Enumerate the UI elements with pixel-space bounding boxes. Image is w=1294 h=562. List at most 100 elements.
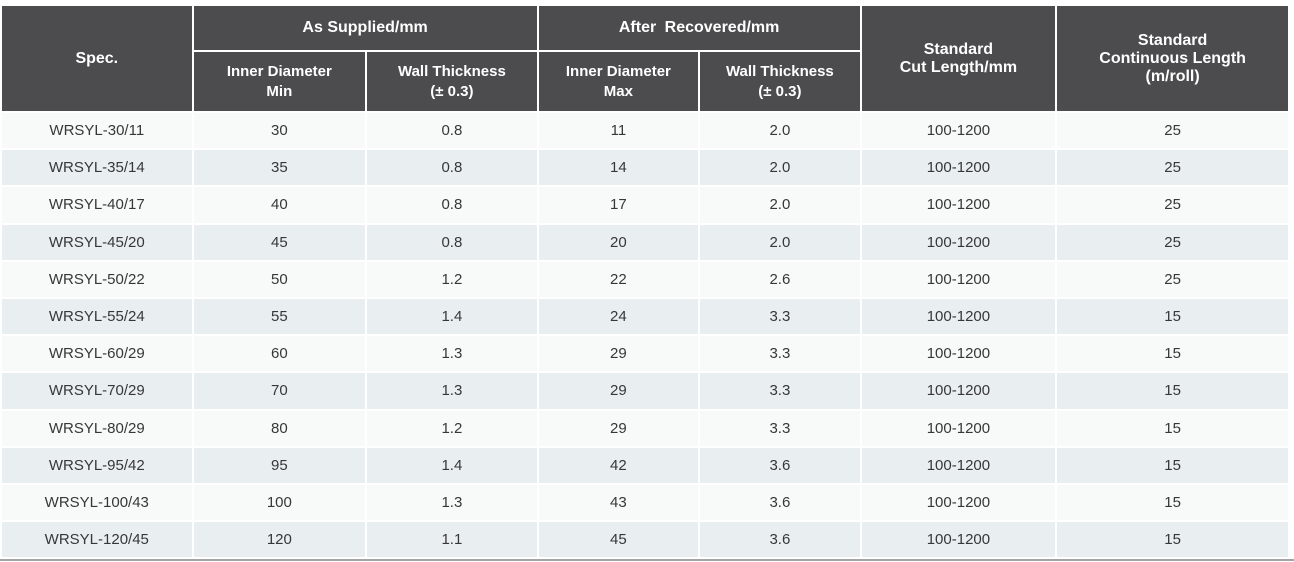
cell-wall-thickness-supplied: 1.4 [367, 298, 537, 335]
cell-inner-diameter-min: 100 [193, 484, 366, 521]
cell-wall-thickness-supplied: 1.4 [367, 447, 537, 483]
cell-wall-thickness-supplied: 1.3 [367, 484, 537, 521]
col-group-after-recovered: After Recovered/mm [538, 6, 860, 50]
cell-standard-cut-length: 100-1200 [861, 484, 1056, 521]
table-body: WRSYL-30/11 30 0.8 11 2.0 100-1200 25 WR… [2, 113, 1288, 558]
col-header-inner-diameter-min: Inner Diameter Min [193, 52, 366, 111]
cell-inner-diameter-max: 42 [538, 447, 699, 483]
cell-inner-diameter-max: 29 [538, 373, 699, 409]
cell-inner-diameter-max: 45 [538, 522, 699, 558]
cell-wall-thickness-supplied: 0.8 [367, 113, 537, 149]
cell-spec: WRSYL-120/45 [2, 522, 192, 558]
cell-standard-continuous-length: 15 [1057, 336, 1288, 372]
cell-inner-diameter-min: 45 [193, 224, 366, 260]
cell-spec: WRSYL-55/24 [2, 298, 192, 335]
cell-inner-diameter-min: 50 [193, 261, 366, 297]
header-line: Standard [923, 40, 994, 58]
cell-inner-diameter-min: 120 [193, 522, 366, 558]
cell-spec: WRSYL-45/20 [2, 224, 192, 260]
cell-wall-thickness-recovered: 3.3 [700, 410, 860, 446]
table-row: WRSYL-80/29 80 1.2 29 3.3 100-1200 15 [2, 410, 1288, 446]
cell-standard-continuous-length: 25 [1057, 224, 1288, 260]
cell-spec: WRSYL-70/29 [2, 373, 192, 409]
cell-inner-diameter-min: 40 [193, 187, 366, 223]
cell-wall-thickness-recovered: 3.6 [700, 484, 860, 521]
cell-wall-thickness-supplied: 0.8 [367, 224, 537, 260]
col-header-inner-diameter-max: Inner Diameter Max [538, 52, 699, 111]
col-header-spec: Spec. [2, 6, 192, 111]
header-line: Inner Diameter [226, 63, 332, 80]
table-row: WRSYL-120/45 120 1.1 45 3.6 100-1200 15 [2, 522, 1288, 558]
cell-standard-continuous-length: 15 [1057, 373, 1288, 409]
table-row: WRSYL-40/17 40 0.8 17 2.0 100-1200 25 [2, 187, 1288, 223]
cell-wall-thickness-supplied: 1.3 [367, 373, 537, 409]
cell-wall-thickness-recovered: 3.6 [700, 522, 860, 558]
cell-inner-diameter-max: 22 [538, 261, 699, 297]
cell-spec: WRSYL-60/29 [2, 336, 192, 372]
cell-standard-cut-length: 100-1200 [861, 150, 1056, 186]
table-row: WRSYL-100/43 100 1.3 43 3.6 100-1200 15 [2, 484, 1288, 521]
cell-inner-diameter-max: 24 [538, 298, 699, 335]
cell-wall-thickness-supplied: 0.8 [367, 150, 537, 186]
header-line: Wall Thickness [725, 63, 834, 80]
cell-standard-continuous-length: 15 [1057, 410, 1288, 446]
table-row: WRSYL-55/24 55 1.4 24 3.3 100-1200 15 [2, 298, 1288, 335]
cell-standard-cut-length: 100-1200 [861, 447, 1056, 483]
cell-standard-cut-length: 100-1200 [861, 336, 1056, 372]
cell-standard-cut-length: 100-1200 [861, 410, 1056, 446]
cell-standard-continuous-length: 15 [1057, 484, 1288, 521]
cell-inner-diameter-min: 35 [193, 150, 366, 186]
spec-table: Spec. As Supplied/mm After Recovered/mm … [0, 4, 1290, 559]
cell-wall-thickness-recovered: 3.3 [700, 336, 860, 372]
table-header: Spec. As Supplied/mm After Recovered/mm … [2, 6, 1288, 111]
cell-inner-diameter-min: 55 [193, 298, 366, 335]
cell-wall-thickness-recovered: 2.0 [700, 113, 860, 149]
cell-standard-continuous-length: 15 [1057, 522, 1288, 558]
header-line: Inner Diameter [565, 63, 671, 80]
cell-inner-diameter-max: 29 [538, 410, 699, 446]
table-row: WRSYL-35/14 35 0.8 14 2.0 100-1200 25 [2, 150, 1288, 186]
cell-standard-continuous-length: 25 [1057, 261, 1288, 297]
cell-standard-continuous-length: 25 [1057, 113, 1288, 149]
cell-wall-thickness-supplied: 1.2 [367, 261, 537, 297]
cell-standard-cut-length: 100-1200 [861, 373, 1056, 409]
cell-standard-cut-length: 100-1200 [861, 522, 1056, 558]
cell-spec: WRSYL-35/14 [2, 150, 192, 186]
table-row: WRSYL-30/11 30 0.8 11 2.0 100-1200 25 [2, 113, 1288, 149]
table-row: WRSYL-45/20 45 0.8 20 2.0 100-1200 25 [2, 224, 1288, 260]
header-line: Cut Length/mm [899, 58, 1018, 76]
cell-wall-thickness-supplied: 1.1 [367, 522, 537, 558]
spec-table-container: Spec. As Supplied/mm After Recovered/mm … [0, 4, 1294, 562]
cell-inner-diameter-min: 95 [193, 447, 366, 483]
cell-spec: WRSYL-95/42 [2, 447, 192, 483]
cell-standard-continuous-length: 25 [1057, 150, 1288, 186]
table-row: WRSYL-60/29 60 1.3 29 3.3 100-1200 15 [2, 336, 1288, 372]
cell-inner-diameter-max: 17 [538, 187, 699, 223]
table-row: WRSYL-95/42 95 1.4 42 3.6 100-1200 15 [2, 447, 1288, 483]
cell-standard-cut-length: 100-1200 [861, 298, 1056, 335]
cell-inner-diameter-max: 14 [538, 150, 699, 186]
cell-spec: WRSYL-30/11 [2, 113, 192, 149]
header-line: Continuous Length [1099, 49, 1246, 67]
cell-wall-thickness-supplied: 0.8 [367, 187, 537, 223]
cell-inner-diameter-max: 11 [538, 113, 699, 149]
cell-wall-thickness-recovered: 2.0 [700, 150, 860, 186]
cell-inner-diameter-min: 70 [193, 373, 366, 409]
cell-wall-thickness-recovered: 3.3 [700, 298, 860, 335]
cell-standard-continuous-length: 15 [1057, 298, 1288, 335]
col-header-standard-cut-length: Standard Cut Length/mm [861, 6, 1056, 111]
cell-wall-thickness-supplied: 1.3 [367, 336, 537, 372]
header-line: Standard [1137, 31, 1208, 49]
header-line: (m/roll) [1145, 67, 1200, 85]
cell-spec: WRSYL-80/29 [2, 410, 192, 446]
col-group-as-supplied: As Supplied/mm [193, 6, 537, 50]
header-line: (± 0.3) [758, 82, 802, 100]
cell-standard-continuous-length: 15 [1057, 447, 1288, 483]
col-header-wall-thickness-supplied: Wall Thickness (± 0.3) [367, 52, 537, 111]
header-line: Wall Thickness [397, 63, 506, 80]
cell-wall-thickness-recovered: 3.3 [700, 373, 860, 409]
cell-spec: WRSYL-50/22 [2, 261, 192, 297]
col-header-standard-continuous-length: Standard Continuous Length (m/roll) [1057, 6, 1288, 111]
cell-standard-cut-length: 100-1200 [861, 261, 1056, 297]
header-line: Max [603, 82, 633, 100]
